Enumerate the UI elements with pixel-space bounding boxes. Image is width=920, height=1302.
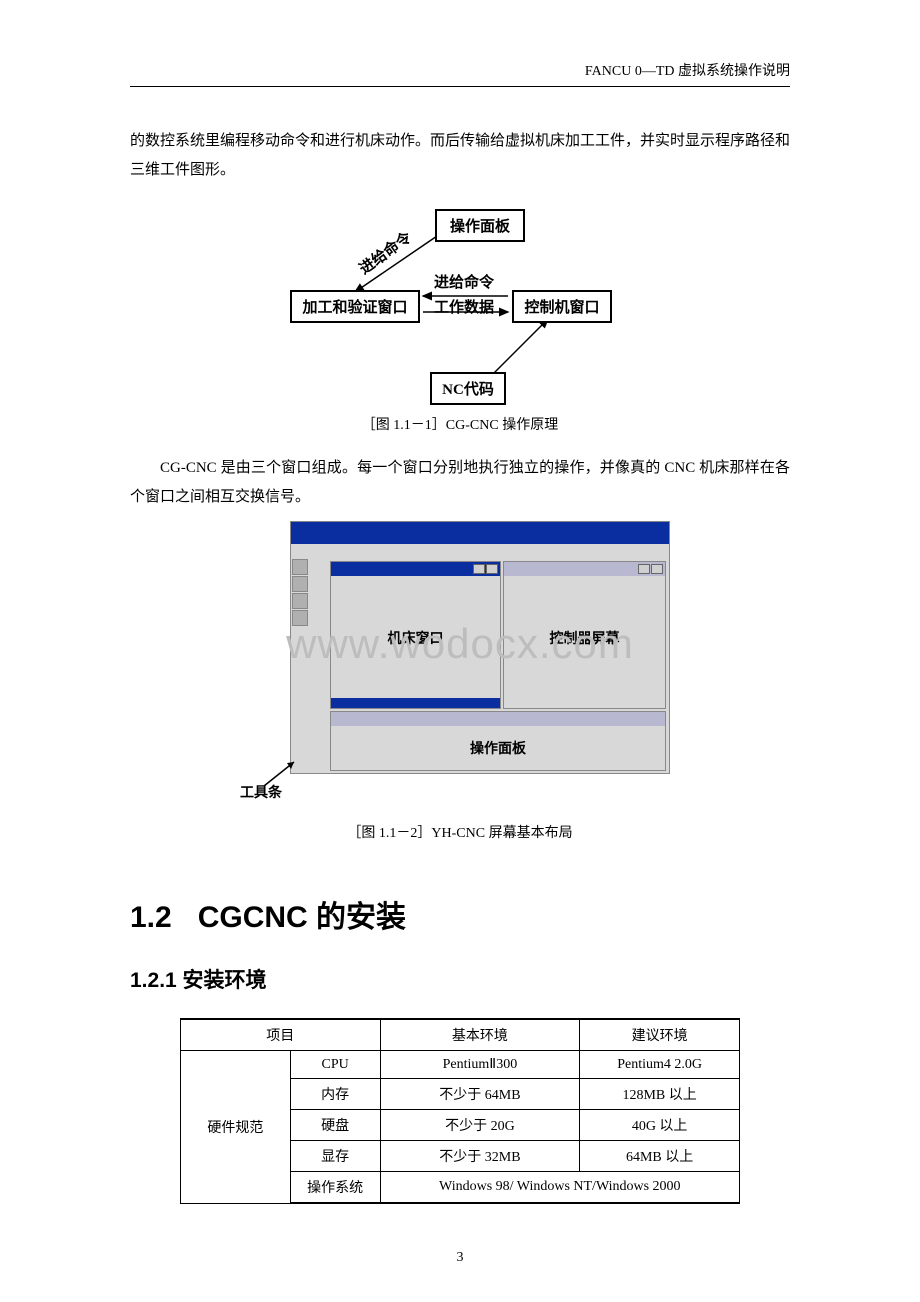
section-title: CGCNC 的安装 xyxy=(198,901,406,934)
table-cell: 硬盘 xyxy=(290,1110,380,1141)
d2-titlebar xyxy=(291,522,669,544)
paragraph-1: 的数控系统里编程移动命令和进行机床动作。而后传输给虚拟机床加工工件，并实时显示程… xyxy=(130,127,790,184)
table-cell: 显存 xyxy=(290,1141,380,1172)
table-cell: 64MB 以上 xyxy=(580,1141,740,1172)
table-cell: 不少于 64MB xyxy=(380,1079,580,1110)
d1-box-left: 加工和验证窗口 xyxy=(290,290,420,323)
table-cell: 128MB 以上 xyxy=(580,1079,740,1110)
table-cell: 不少于 20G xyxy=(380,1110,580,1141)
d1-box-right: 控制机窗口 xyxy=(512,290,612,323)
diagram2-caption: ［图 1.1－2］YH-CNC 屏幕基本布局 xyxy=(130,822,790,842)
table-cell: CPU xyxy=(290,1051,380,1079)
d2-panel-controller: 控制器屏幕 xyxy=(503,561,666,709)
td-hardware-spec: 硬件规范 xyxy=(181,1051,291,1204)
th-recommend: 建议环境 xyxy=(580,1019,740,1051)
th-basic: 基本环境 xyxy=(380,1019,580,1051)
subsection-heading: 1.2.1 安装环境 xyxy=(130,964,790,994)
d2-label-controller: 控制器屏幕 xyxy=(504,628,665,648)
d1-label-mid1: 进给命令 xyxy=(434,271,494,292)
d1-box-top: 操作面板 xyxy=(435,209,525,242)
toolbar-label: 工具条 xyxy=(240,782,282,802)
d1-box-bottom: NC代码 xyxy=(430,372,506,405)
paragraph-2: CG-CNC 是由三个窗口组成。每一个窗口分别地执行独立的操作，并像真的 CNC… xyxy=(130,454,790,511)
table-cell: 内存 xyxy=(290,1079,380,1110)
table-cell: Windows 98/ Windows NT/Windows 2000 xyxy=(380,1172,739,1204)
spec-table: 项目 基本环境 建议环境 硬件规范 CPU PentiumⅡ300 Pentiu… xyxy=(180,1018,740,1204)
diagram-cg-cnc-principle: 操作面板 加工和验证窗口 控制机窗口 NC代码 进给命令 进给命令 工作数据 xyxy=(290,204,630,404)
diagram-screen-layout: 机床窗口 控制器屏幕 操作面板 xyxy=(250,521,670,774)
page-header: FANCU 0—TD 虚拟系统操作说明 xyxy=(130,60,790,87)
page-number: 3 xyxy=(0,1250,920,1266)
d2-label-machine: 机床窗口 xyxy=(331,628,500,648)
section-heading: 1.2 CGCNC 的安装 xyxy=(130,892,790,936)
diagram1-caption: ［图 1.1－1］CG-CNC 操作原理 xyxy=(130,414,790,434)
table-cell: 不少于 32MB xyxy=(380,1141,580,1172)
d2-toolbar xyxy=(291,558,309,773)
section-num: 1.2 xyxy=(130,901,172,934)
d2-panel-operation: 操作面板 xyxy=(330,711,666,771)
d1-label-mid2: 工作数据 xyxy=(434,296,494,317)
table-cell: 40G 以上 xyxy=(580,1110,740,1141)
table-cell: 操作系统 xyxy=(290,1172,380,1204)
d2-menubar xyxy=(291,544,669,558)
th-item: 项目 xyxy=(181,1019,381,1051)
table-cell: PentiumⅡ300 xyxy=(380,1051,580,1079)
d2-label-operation: 操作面板 xyxy=(331,738,665,758)
table-cell: Pentium4 2.0G xyxy=(580,1051,740,1079)
d2-panel-machine: 机床窗口 xyxy=(330,561,501,709)
